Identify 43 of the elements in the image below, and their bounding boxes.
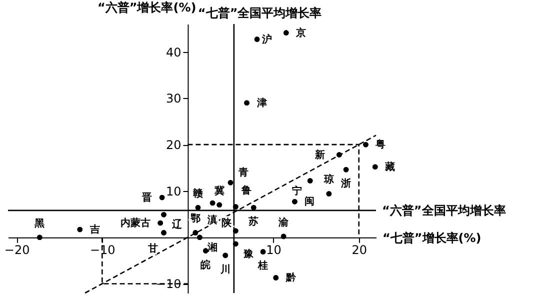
x-tick-label: 10 <box>266 242 282 257</box>
annotation: 黑 <box>34 217 45 230</box>
x-axis-title: “七普”增长率(%) <box>382 230 482 245</box>
annotation: 鲁 <box>240 184 252 197</box>
x-tick-label: −10 <box>90 242 116 257</box>
y-tick-label: 10 <box>166 184 182 198</box>
annotation: 辽 <box>170 218 183 231</box>
ref-line-label: “六普”全国平均增长率 <box>382 203 506 218</box>
annotation: 津 <box>256 96 267 109</box>
annotation: 青 <box>238 166 249 179</box>
annotation: 鄂 <box>190 212 200 225</box>
annotation: 宁 <box>292 184 302 197</box>
y-tick-label: 30 <box>166 92 182 106</box>
ref-line-label: “七普”全国平均增长率 <box>198 6 322 20</box>
annotation: 琼 <box>322 174 334 186</box>
y-tick-label: 40 <box>166 45 182 60</box>
annotation: 赣 <box>192 188 203 200</box>
annotation: 陕 <box>222 216 233 229</box>
annotation: 闽 <box>304 196 315 208</box>
annotation: 冀 <box>213 184 224 197</box>
annotation: 川 <box>219 263 230 276</box>
annotation: 浙 <box>340 178 352 190</box>
annotation: 甘 <box>146 242 158 255</box>
annotation: 吉 <box>88 223 100 236</box>
annotation: 晋 <box>141 191 152 204</box>
annotation: 苏 <box>248 216 259 228</box>
y-axis-title: “六普”增长率(%) <box>97 0 196 14</box>
y-tick-label: 20 <box>166 138 182 152</box>
annotation: 皖 <box>200 258 211 271</box>
annotation: 粤 <box>374 138 386 151</box>
annotation: 沪 <box>261 33 272 46</box>
x-tick-label: −20 <box>4 242 30 257</box>
annotation: 内蒙古 <box>120 216 150 229</box>
annotation: 新 <box>314 148 326 161</box>
annotation: 黔 <box>284 272 297 284</box>
annotation: 京 <box>295 26 306 39</box>
annotation: 渝 <box>278 216 290 228</box>
annotation: 桂 <box>257 260 268 272</box>
annotation: 豫 <box>242 248 255 260</box>
annotation: 藏 <box>384 160 396 173</box>
annotation: 湘 <box>206 241 218 254</box>
x-tick-label: 20 <box>352 242 368 257</box>
annotation: 滇 <box>206 214 218 226</box>
